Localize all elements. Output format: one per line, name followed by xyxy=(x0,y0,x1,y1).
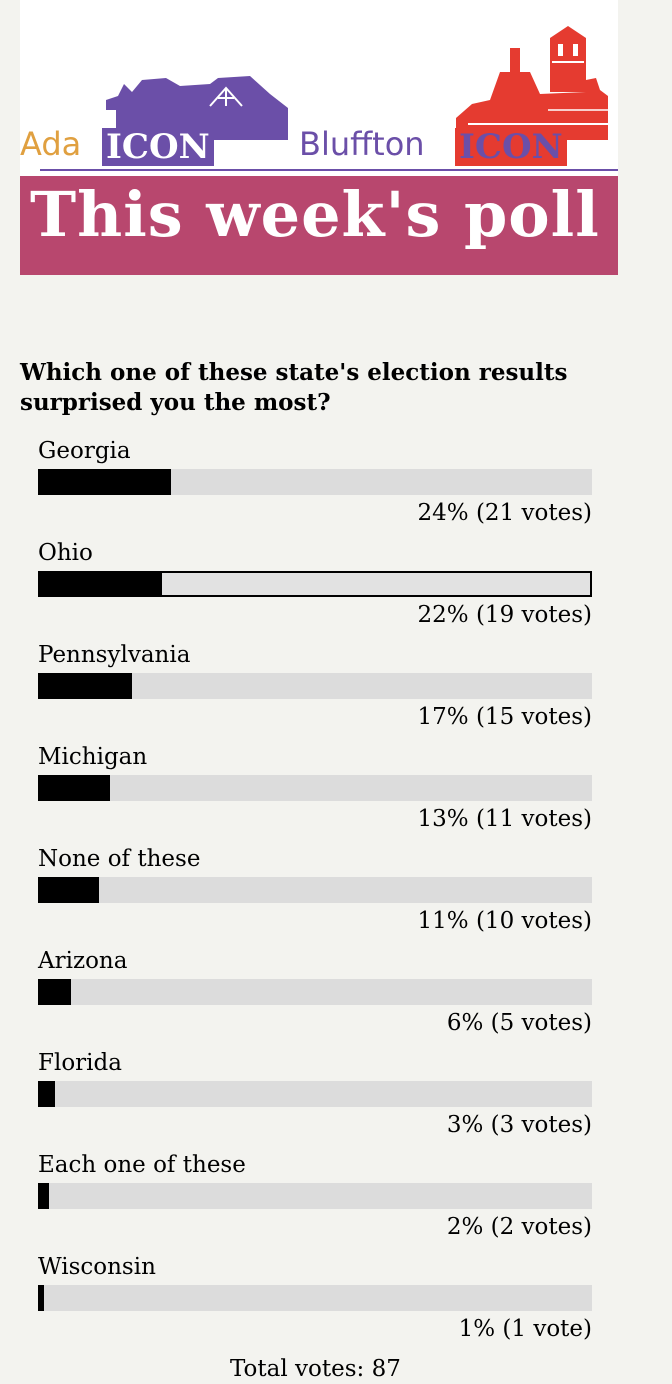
poll-option: Florida 3% (3 votes) xyxy=(38,1048,592,1150)
poll-option-label: Georgia xyxy=(38,438,131,464)
poll-title: This week's poll xyxy=(30,178,600,251)
poll-option: Ohio 22% (19 votes) xyxy=(38,538,592,640)
poll-option-label: Each one of these xyxy=(38,1152,246,1178)
poll-option-bar-track xyxy=(38,1081,592,1107)
poll-option: Each one of these 2% (2 votes) xyxy=(38,1150,592,1252)
poll-option-label: Michigan xyxy=(38,744,148,770)
poll-option-result: 24% (21 votes) xyxy=(417,500,592,526)
poll-banner: Ada ICON Bluffton ICON This week's poll xyxy=(20,0,618,275)
poll-option-label: Wisconsin xyxy=(38,1254,156,1280)
poll-option-bar-fill xyxy=(38,1183,49,1209)
poll-option-bar-track xyxy=(38,673,592,699)
poll-option-bar-track xyxy=(38,1285,592,1311)
poll-option-result: 17% (15 votes) xyxy=(417,704,592,730)
poll-option-result: 22% (19 votes) xyxy=(417,602,592,628)
poll-total-votes: Total votes: 87 xyxy=(230,1356,401,1382)
poll-option-bar-track xyxy=(38,775,592,801)
poll-title-bar: This week's poll xyxy=(20,176,618,275)
poll-option-bar-fill xyxy=(38,1285,44,1311)
poll-option-result: 11% (10 votes) xyxy=(417,908,592,934)
bluffton-logo-word: Bluffton xyxy=(299,125,425,163)
poll-option-label: Ohio xyxy=(38,540,93,566)
poll-option-result: 3% (3 votes) xyxy=(446,1112,592,1138)
poll-option-result: 13% (11 votes) xyxy=(417,806,592,832)
poll-option-bar-fill xyxy=(38,469,171,495)
ada-building-shape xyxy=(106,76,288,140)
poll-option-bar-fill xyxy=(38,877,99,903)
poll-option-label: Arizona xyxy=(38,948,128,974)
poll-option: Michigan 13% (11 votes) xyxy=(38,742,592,844)
poll-option-result: 1% (1 vote) xyxy=(458,1316,592,1342)
poll-option-label: Florida xyxy=(38,1050,122,1076)
poll-option: Wisconsin 1% (1 vote) xyxy=(38,1252,592,1354)
poll-option-result: 2% (2 votes) xyxy=(446,1214,592,1240)
ada-logo-word: Ada xyxy=(20,125,82,163)
poll-option-bar-fill xyxy=(38,1081,55,1107)
poll-option: Arizona 6% (5 votes) xyxy=(38,946,592,1048)
poll-option-bar-track xyxy=(38,571,592,597)
poll-option: None of these 11% (10 votes) xyxy=(38,844,592,946)
poll-question: Which one of these state's election resu… xyxy=(20,359,568,416)
poll-option-bar-track xyxy=(38,877,592,903)
ada-chimney-shape xyxy=(120,92,128,110)
poll-option-bar-fill xyxy=(38,673,132,699)
poll-option-bar-track xyxy=(38,979,592,1005)
poll-option-label: Pennsylvania xyxy=(38,642,191,668)
bluffton-building-shape xyxy=(456,48,608,140)
poll-option: Pennsylvania 17% (15 votes) xyxy=(38,640,592,742)
poll-option-bar-fill xyxy=(40,573,162,595)
poll-option: Georgia 24% (21 votes) xyxy=(38,436,592,538)
poll-option-result: 6% (5 votes) xyxy=(446,1010,592,1036)
ada-logo-icon-word: ICON xyxy=(102,128,214,166)
poll-option-label: None of these xyxy=(38,846,201,872)
poll-option-bar-track xyxy=(38,469,592,495)
bluffton-tower-shape xyxy=(550,26,586,92)
logo-buildings-graphic xyxy=(40,26,618,171)
poll-option-bar-track xyxy=(38,1183,592,1209)
poll-option-bar-fill xyxy=(38,775,110,801)
bluffton-logo-icon-word: ICON xyxy=(455,128,567,166)
poll-results-list: Georgia 24% (21 votes) Ohio 22% (19 votes) P… xyxy=(38,436,592,1354)
poll-option-bar-fill xyxy=(38,979,71,1005)
